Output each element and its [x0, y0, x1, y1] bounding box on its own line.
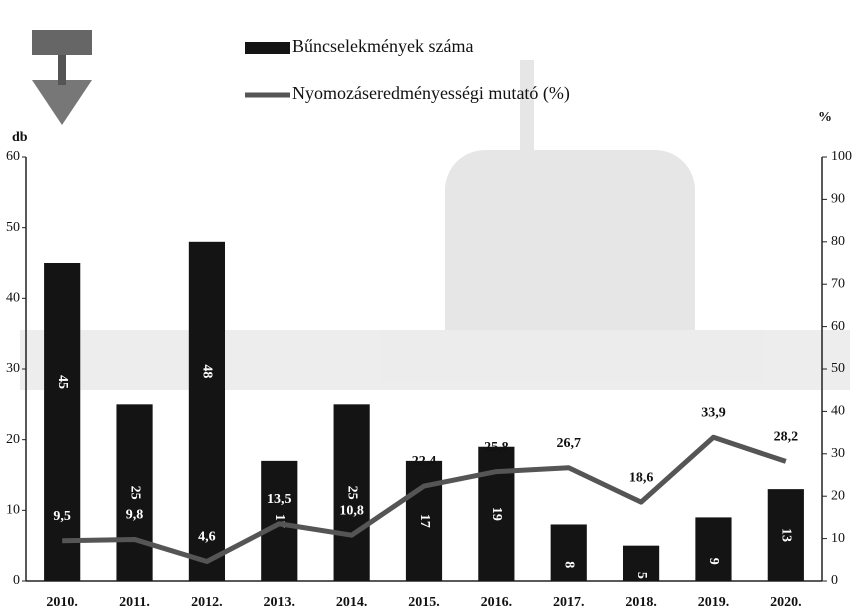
line-value-label: 4,6 — [198, 530, 216, 545]
background-illustration — [20, 60, 850, 390]
bar — [44, 263, 81, 581]
legend-swatch — [245, 42, 290, 54]
x-tick-label: 2014. — [336, 595, 368, 610]
badge — [32, 30, 92, 125]
line-value-label: 18,6 — [629, 470, 654, 485]
y2-tick-label: 100 — [831, 149, 852, 164]
y-tick-label: 10 — [6, 503, 20, 518]
bar — [261, 460, 298, 581]
y2-tick-label: 80 — [831, 234, 845, 249]
y-tick-label: 60 — [6, 149, 20, 164]
bar-value-label: 17 — [417, 514, 432, 528]
legend-label: Bűncselekmények száma — [292, 36, 473, 56]
y2-tick-label: 0 — [831, 573, 838, 588]
bar-value-label: 45 — [55, 375, 70, 389]
bar-value-label: 48 — [200, 364, 215, 378]
line-value-label: 25,8 — [484, 440, 509, 455]
x-tick-label: 2016. — [481, 595, 513, 610]
y2-tick-label: 20 — [831, 488, 845, 503]
x-tick-label: 2017. — [553, 595, 585, 610]
line-value-label: 9,5 — [53, 509, 71, 524]
bar — [188, 241, 225, 582]
x-tick-label: 2012. — [191, 595, 223, 610]
bar — [695, 517, 732, 581]
x-tick-label: 2018. — [625, 595, 657, 610]
y2-tick-label: 30 — [831, 446, 845, 461]
y-tick-label: 50 — [6, 220, 20, 235]
y-tick-label: 40 — [6, 291, 20, 306]
bar-value-label: 9 — [706, 558, 721, 565]
bar-value-label: 25 — [127, 486, 142, 500]
bar — [623, 545, 660, 581]
bar — [333, 404, 370, 581]
bar-value-label: 19 — [489, 507, 504, 521]
y-tick-label: 20 — [6, 432, 20, 447]
y2-tick-label: 60 — [831, 319, 845, 334]
line-value-label: 26,7 — [556, 436, 581, 451]
line-value-label: 10,8 — [339, 503, 364, 518]
line-value-label: 33,9 — [701, 405, 726, 420]
line-value-label: 9,8 — [126, 508, 144, 523]
y2-tick-label: 70 — [831, 276, 845, 291]
bar-value-label: 5 — [634, 572, 649, 579]
bar-value-label: 8 — [562, 561, 577, 568]
x-tick-label: 2013. — [264, 595, 296, 610]
y2-axis-title: % — [818, 110, 832, 125]
y2-tick-label: 40 — [831, 404, 845, 419]
line-value-label: 22,4 — [412, 454, 437, 469]
y-axis-title: db — [12, 130, 28, 145]
y2-tick-label: 10 — [831, 531, 845, 546]
y2-tick-label: 90 — [831, 192, 845, 207]
y2-tick-label: 50 — [831, 361, 845, 376]
x-tick-label: 2015. — [408, 595, 440, 610]
line-value-label: 13,5 — [267, 492, 292, 507]
x-tick-label: 2019. — [698, 595, 730, 610]
x-tick-label: 2011. — [119, 595, 150, 610]
x-tick-label: 2010. — [46, 595, 78, 610]
y-tick-label: 0 — [13, 573, 20, 588]
bar-value-label: 13 — [779, 528, 794, 542]
bar-value-label: 25 — [344, 486, 359, 500]
bar — [116, 404, 153, 581]
bar — [550, 524, 587, 581]
legend-label: Nyomozáseredményességi mutató (%) — [292, 83, 570, 104]
bar — [405, 460, 443, 581]
y-tick-label: 30 — [6, 361, 20, 376]
line-value-label: 28,2 — [774, 430, 799, 445]
bar — [767, 489, 804, 581]
line-series — [62, 434, 787, 564]
x-tick-label: 2020. — [770, 595, 802, 610]
